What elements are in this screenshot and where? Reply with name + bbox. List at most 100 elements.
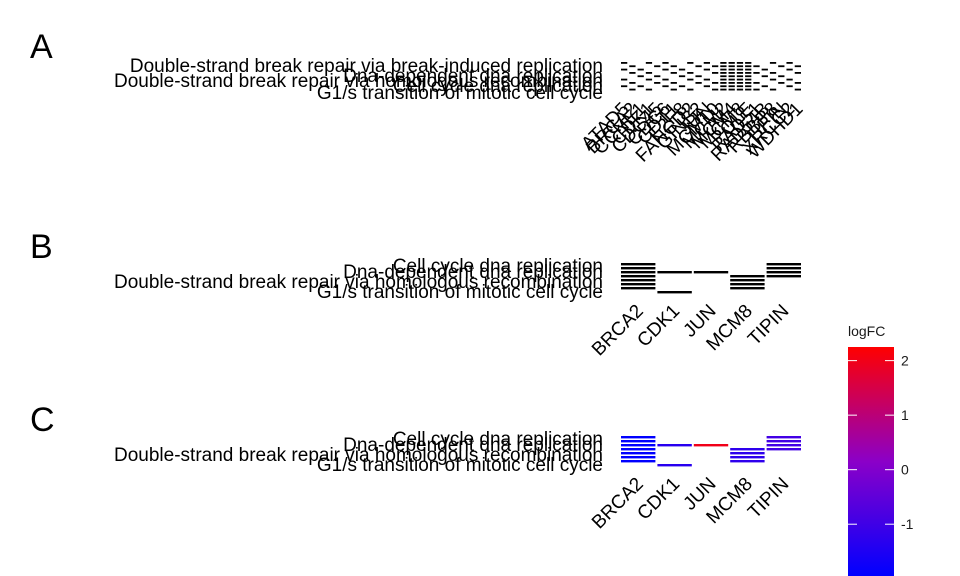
heatmap-cell-fancd2 (687, 62, 694, 64)
heatmap-cell-tipin (778, 75, 785, 78)
heatmap-cell-pole (745, 82, 752, 84)
heatmap-cell-mcm10 (712, 88, 719, 91)
heatmap-cell-xrcc2 (786, 62, 793, 64)
gene-label-cdk1: CDK1 (633, 474, 684, 525)
heatmap-cell-mcm8 (736, 88, 744, 91)
heatmap-cell-tipin (766, 448, 801, 451)
heatmap-cell-wdhd1 (794, 72, 801, 74)
heatmap-cell-mcm2 (720, 75, 727, 78)
logfc-legend: logFC 2 1 0 -1 (848, 323, 914, 576)
heatmap-cell-cdt1 (670, 82, 677, 84)
heatmap-cell-mcm4 (728, 75, 735, 78)
heatmap-cell-cdk1 (645, 62, 653, 64)
heatmap-cell-brca2 (621, 263, 656, 266)
heatmap-cell-mcm8 (736, 65, 744, 68)
heatmap-cell-mcm8 (736, 85, 744, 88)
heatmap-cell-cdt1 (670, 65, 677, 68)
heatmap-cell-fancd2 (687, 72, 694, 74)
heatmap-cell-pole (745, 62, 752, 64)
heatmap-cell-pole (745, 65, 752, 68)
heatmap-cell-tipin (778, 65, 785, 68)
heatmap-cell-mcm4 (728, 65, 735, 68)
heatmap-cell-cdk1 (657, 444, 692, 447)
heatmap-cell-mcm8 (736, 75, 744, 78)
legend-title: logFC (848, 323, 885, 339)
panel-c: Cell cycle dna replicationDna-dependent … (114, 429, 801, 533)
heatmap-cell-gins2 (695, 82, 702, 84)
heatmap-cell-rad54b (761, 75, 768, 78)
heatmap-cell-rbbp8 (769, 62, 777, 64)
heatmap-cell-tipin (766, 436, 801, 439)
heatmap-cell-mcm8 (730, 275, 765, 278)
heatmap-cell-jun (693, 271, 729, 274)
heatmap-cell-brca2 (621, 279, 656, 282)
heatmap-cell-mcm10 (712, 72, 719, 74)
heatmap-cell-cdc45 (654, 75, 661, 78)
heatmap-cell-tipin (766, 263, 801, 266)
heatmap-cell-brca2 (621, 456, 656, 459)
legend-tick-label: 2 (901, 353, 909, 369)
heatmap-cell-mcm10 (712, 65, 719, 68)
heatmap-cell-brca2 (629, 72, 636, 74)
heatmap-cell-mcm8 (736, 72, 744, 74)
heatmap-cell-mcm8 (730, 448, 765, 451)
term-label-dna-dependent-dna-replication: Dna-dependent dna replication (343, 435, 603, 456)
heatmap-cell-rbbp8 (769, 78, 777, 81)
heatmap-cell-brca2 (621, 283, 656, 286)
heatmap-cell-brca2 (621, 287, 656, 290)
heatmap-cell-mcm8 (736, 62, 744, 64)
heatmap-cell-mcm8 (730, 456, 765, 459)
heatmap-cell-ccne1 (637, 85, 644, 88)
heatmap-cell-rad54b (761, 68, 768, 71)
heatmap-cell-mcm8 (730, 460, 765, 463)
term-label-double-strand-break-repair-via-break-induced-replication: Double-strand break repair via break-ind… (130, 56, 603, 77)
heatmap-cell-brca2 (621, 460, 656, 463)
heatmap-cell-mcm2 (720, 72, 727, 74)
term-label-g1-s-transition-of-mitotic-cell-cycle: G1/s transition of mitotic cell cycle (317, 455, 603, 476)
heatmap-cell-cdk1 (645, 72, 653, 74)
term-label-double-strand-break-repair-via-homologous-recombination: Double-strand break repair via homologou… (114, 272, 603, 293)
heatmap-cell-cdc45 (654, 82, 661, 84)
heatmap-cell-brca2 (629, 88, 636, 91)
heatmap-cell-gins2 (695, 75, 702, 78)
heatmap-cell-mcm2 (720, 88, 727, 91)
panel-b: Cell cycle dna replicationDna-dependent … (114, 256, 801, 360)
heatmap-cell-mcm8 (736, 82, 744, 84)
heatmap-cell-tipin (766, 275, 801, 278)
heatmap-cell-wdhd1 (794, 82, 801, 84)
heatmap-cell-atad5 (621, 68, 628, 71)
heatmap-cell-ccne1 (637, 75, 644, 78)
heatmap-cell-e2f8 (678, 85, 686, 88)
heatmap-cell-brca2 (621, 448, 656, 451)
heatmap-cell-brca2 (629, 82, 636, 84)
heatmap-cell-cdt1 (670, 72, 677, 74)
panel-label-c: C (30, 401, 55, 439)
heatmap-cell-pole (745, 85, 752, 88)
heatmap-cell-mcm2 (720, 68, 727, 71)
heatmap-cell-fancd2 (687, 78, 694, 81)
heatmap-cell-mcm10 (712, 82, 719, 84)
heatmap-cell-gins2 (695, 65, 702, 68)
heatmap-cell-cdk1 (645, 88, 653, 91)
heatmap-cell-cdk1 (657, 464, 692, 467)
heatmap-cell-mcm8 (736, 68, 744, 71)
heatmap-cell-cdk1 (645, 78, 653, 81)
legend-tick-label: 1 (901, 407, 909, 423)
term-label-cell-cycle-dna-replication: Cell cycle dna replication (393, 429, 603, 450)
heatmap-cell-mcm4 (728, 78, 735, 81)
heatmap-cell-rbbp8 (769, 88, 777, 91)
heatmap-cell-wdhd1 (794, 65, 801, 68)
heatmap-cell-mcm2 (720, 78, 727, 81)
heatmap-cell-tipin (778, 82, 785, 84)
panel-a: Double-strand break repair via break-ind… (114, 56, 807, 167)
heatmap-cell-rad51 (753, 65, 760, 68)
heatmap-cell-mcm4 (728, 82, 735, 84)
heatmap-cell-mcm8 (730, 287, 765, 290)
panel-label-a: A (30, 28, 53, 66)
heatmap-cell-cdt1 (670, 88, 677, 91)
legend-colorbar (848, 347, 894, 576)
heatmap-cell-tipin (766, 267, 801, 270)
term-label-g1-s-transition-of-mitotic-cell-cycle: G1/s transition of mitotic cell cycle (317, 83, 603, 104)
heatmap-cell-xrcc2 (786, 68, 793, 71)
